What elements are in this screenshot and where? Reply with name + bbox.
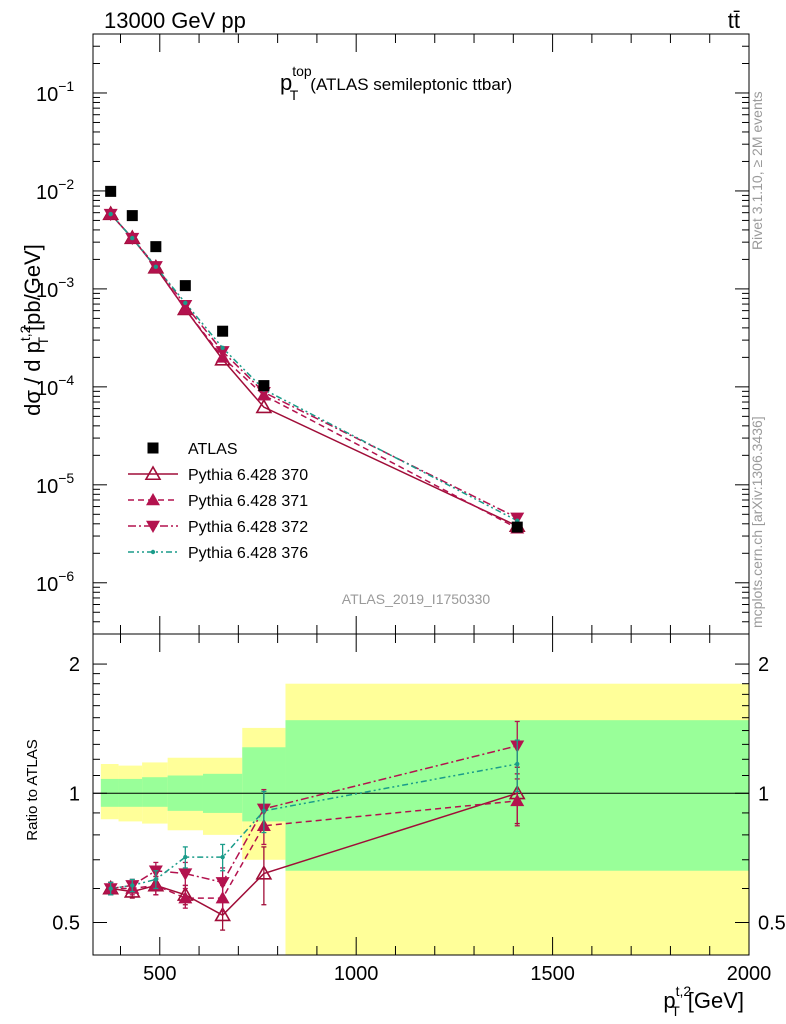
ratio-series-point xyxy=(220,854,225,860)
ratio-series-point xyxy=(515,761,520,767)
atlas-data-point xyxy=(150,241,162,253)
main-y-tick-exponent: −4 xyxy=(58,372,74,388)
main-y-tick-exponent: −2 xyxy=(58,176,74,192)
legend-label: ATLAS xyxy=(188,441,238,458)
legend-label: Pythia 6.428 372 xyxy=(188,519,308,536)
process-label: tt̄ xyxy=(728,8,740,33)
ratio-y-tick-label-right: 2 xyxy=(758,654,769,676)
legend-label: Pythia 6.428 371 xyxy=(188,493,308,510)
ratio-y-axis-label: Ratio to ATLAS xyxy=(24,739,41,840)
atlas-data-point xyxy=(126,210,138,222)
main-x-ticks xyxy=(119,34,750,634)
ratio-series-point xyxy=(153,877,159,882)
ratio-x-ticks: 500 1000 1500 2000 xyxy=(119,634,772,985)
x-tick-label: 500 xyxy=(143,963,176,985)
plot-title: ptop T(ATLAS semileptonic ttbar) xyxy=(280,63,512,103)
main-y-tick-label: 10−6 xyxy=(36,568,74,596)
ratio-series-layer xyxy=(102,720,526,931)
atlas-data-layer xyxy=(105,185,523,533)
main-y-tick-exponent: −5 xyxy=(58,470,74,486)
main-panel: 10−610−510−410−310−210−1 ptop T(ATLAS sem… xyxy=(36,33,750,635)
main-y-tick-exponent: −1 xyxy=(58,78,74,94)
main-series-point xyxy=(220,345,225,351)
x-tick-label: 1000 xyxy=(334,963,379,985)
ratio-y-tick-label: 1 xyxy=(69,783,80,805)
ratio-y-tick-label: 2 xyxy=(69,654,80,676)
atlas-data-point xyxy=(105,185,117,197)
main-frame xyxy=(92,33,750,635)
legend-marker xyxy=(146,493,160,506)
main-series-point xyxy=(183,300,188,306)
main-y-tick-label: 10−1 xyxy=(36,78,74,106)
atlas-data-point xyxy=(258,380,270,392)
legend-label: Pythia 6.428 370 xyxy=(188,467,308,484)
ratio-y-tick-label: 0.5 xyxy=(52,912,80,934)
ratio-y-tick-label-right: 1 xyxy=(758,783,769,805)
x-axis-label: pt,2 T [GeV] xyxy=(663,983,744,1019)
ratio-frame xyxy=(92,633,750,956)
main-y-tick-exponent: −6 xyxy=(58,568,74,584)
main-y-ticks: 10−610−510−410−310−210−1 xyxy=(36,45,749,623)
ratio-series-point xyxy=(261,808,267,814)
ratio-series-point xyxy=(130,883,135,888)
main-y-axis-label: dσ / d pt,2T[pb/GeV] xyxy=(17,244,51,416)
mcplots-label: mcplots.cern.ch [arXiv:1306.3436] xyxy=(749,416,765,628)
legend-marker xyxy=(144,465,162,481)
ratio-y-tick-label-right: 0.5 xyxy=(758,912,786,934)
legend-marker xyxy=(147,442,159,454)
analysis-id: ATLAS_2019_I1750330 xyxy=(342,591,491,607)
ratio-series-point xyxy=(214,906,232,922)
ratio-series-point xyxy=(178,891,193,904)
main-series-layer xyxy=(102,205,526,534)
atlas-data-point xyxy=(217,325,229,337)
legend: ATLAS Pythia 6.428 370 Pythia 6.428 371 Pyt… xyxy=(128,441,308,562)
ratio-series-point xyxy=(178,868,193,881)
legend-marker xyxy=(150,549,156,555)
green-band xyxy=(142,777,168,807)
ratio-series-point xyxy=(255,864,273,880)
ratio-panel: 0.5 0.5 1 1 2 2 500 1000 1500 2000 xyxy=(52,633,786,985)
main-series-point xyxy=(108,211,113,217)
main-y-tick-exponent: −3 xyxy=(58,274,74,290)
main-series-line xyxy=(110,213,518,519)
rivet-label: Rivet 3.1.10, ≥ 2M events xyxy=(749,91,765,250)
main-series-point xyxy=(130,235,135,241)
ratio-series-point xyxy=(108,886,113,891)
main-series-point xyxy=(255,398,273,414)
atlas-data-point xyxy=(179,280,191,292)
legend-label: Pythia 6.428 376 xyxy=(188,545,308,562)
x-tick-label: 1500 xyxy=(530,963,575,985)
ratio-series-point xyxy=(215,877,230,890)
main-series-point xyxy=(215,346,230,359)
energy-label: 13000 GeV pp xyxy=(104,8,246,33)
x-tick-label: 2000 xyxy=(727,963,772,985)
main-series-point xyxy=(178,300,193,313)
ratio-series-point xyxy=(183,854,188,860)
main-series-point xyxy=(153,264,159,270)
legend-marker xyxy=(146,520,160,533)
ratio-y-ticks: 0.5 0.5 1 1 2 2 xyxy=(52,654,786,934)
atlas-data-point xyxy=(511,521,523,533)
ratio-series-point xyxy=(510,793,525,807)
main-y-tick-label: 10−2 xyxy=(36,176,74,204)
uncertainty-bands xyxy=(100,683,749,955)
main-series-line xyxy=(110,213,518,529)
main-series-line xyxy=(110,213,518,527)
main-y-tick-label: 10−5 xyxy=(36,470,74,498)
